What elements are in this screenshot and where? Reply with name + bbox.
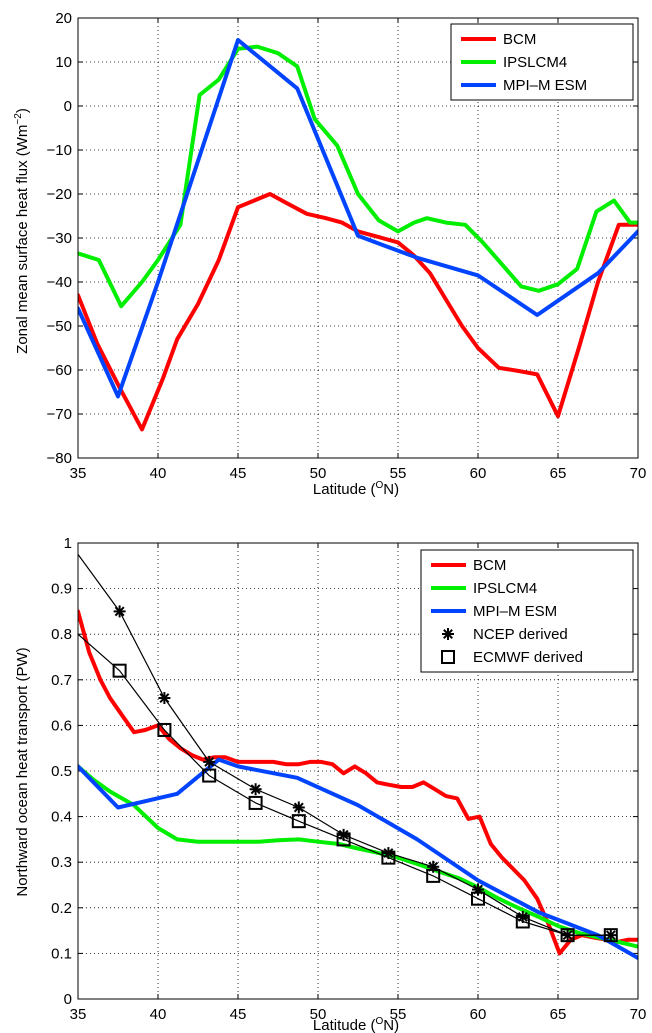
chart1-point-asterisk [158,692,171,705]
chart0-xtick-label: 60 [470,465,487,482]
chart0-ylabel-main: Zonal mean surface heat flux (Wm [14,125,31,354]
chart1-point-asterisk [113,605,126,618]
chart1-xtick-label: 55 [390,1006,407,1023]
chart1-legend-label-1: IPSLCM4 [473,580,537,597]
chart0-ytick-label: −70 [47,406,72,423]
chart0-xlabel-main: Latitude ( [313,481,376,498]
chart1-point-asterisk [337,828,350,841]
chart1-legend-label-0: BCM [473,557,506,574]
chart1-point-asterisk [203,755,216,768]
chart1-ytick-label: 0.2 [51,900,72,917]
chart1-ytick-label: 0 [64,991,72,1008]
chart0-series-group [78,38,638,432]
chart0-ylabel-end: ) [14,108,31,113]
chart1-xlabel: Latitude (ON) [313,1016,399,1033]
chart1-point-square [291,814,306,829]
chart1-point-asterisk [561,929,574,942]
chart1-point-square [112,663,127,678]
chart1-ytick-label: 0.6 [51,717,72,734]
chart1-ytick-label: 0.8 [51,626,72,643]
chart1-point-asterisk [604,929,617,942]
chart1-point-square [381,850,396,865]
chart0-ytick-label: 20 [55,10,72,27]
chart1-point-square [157,722,172,737]
chart0-ytick-label: 0 [64,98,72,115]
chart1-point-asterisk [292,801,305,814]
chart1-point-square [248,795,263,810]
chart1-point-asterisk [249,783,262,796]
chart0-axes-box [77,17,639,459]
chart0-xlabel: Latitude (ON) [313,480,399,498]
chart1-xlabel-sup: O [375,1016,383,1027]
chart1-series-line-2 [78,757,638,960]
chart1-point-asterisk [472,883,484,896]
chart0-xtick-label: 70 [630,465,647,482]
chart1-xtick-label: 45 [230,1006,247,1023]
chart1-point-square [560,928,575,943]
chart1-point-square [336,832,351,847]
chart1-legend-label-4: ECMWF derived [473,649,583,666]
chart0-legend-label-2: MPI–M ESM [503,77,587,94]
chart1-point-square [603,928,618,943]
chart0-legend-label-1: IPSLCM4 [503,54,567,71]
chart1-series-line-1 [78,764,638,949]
chart0-xtick-label: 65 [550,465,567,482]
bottom-chart-ocean-heat-transport: BCM IPSLCM4 MPI–M ESM NCEP derived ECMWF der… [14,535,646,1033]
chart1-xtick-label: 40 [150,1006,167,1023]
chart0-ytick-label: −50 [47,318,72,335]
chart0-ytick-label: −80 [47,450,72,467]
chart0-ytick-label: −60 [47,362,72,379]
chart0-xtick-label: 50 [310,465,327,482]
chart0-xtick-label: 45 [230,465,247,482]
chart0-xlabel-end: N) [383,481,399,498]
chart1-axes-box [77,542,639,1000]
chart0-ytick-label: −10 [47,142,72,159]
chart1-legend-square-mark [441,650,455,664]
chart1-legend-asterisk-mark [443,629,453,639]
chart1-point-square [471,891,485,906]
chart1-xlabel-end: N) [383,1017,399,1033]
chart1-xtick-label: 65 [550,1006,567,1023]
chart1-ytick-label: 0.7 [51,672,72,689]
chart0-xtick-label: 40 [150,465,167,482]
chart1-ytick-label: 0.3 [51,854,72,871]
chart1-point-asterisk [382,847,395,860]
chart1-ytick-label: 0.5 [51,763,72,780]
chart1-ytick-label: 0.1 [51,945,72,962]
chart1-xtick-label: 70 [630,1006,647,1023]
chart1-ytick-label: 1 [64,535,72,552]
chart1-xtick-label: 60 [470,1006,487,1023]
chart0-xtick-label: 55 [390,465,407,482]
chart1-point-square [202,768,217,783]
chart1-ytick-label: 0.4 [51,809,72,826]
chart0-series-line-2 [78,38,638,399]
chart1-point-square [426,868,441,883]
chart1-legend-label-3: NCEP derived [473,626,568,643]
chart0-ylabel-sup: −2 [13,113,24,125]
chart1-ylabel: Northward ocean heat transport (PW) [14,647,31,896]
chart0-xtick-label: 35 [70,465,87,482]
chart0-ytick-label: −40 [47,274,72,291]
chart1-point-asterisk [427,860,440,873]
chart1-legend-label-2: MPI–M ESM [473,603,557,620]
chart0-ytick-label: 10 [55,54,72,71]
chart1-xlabel-main: Latitude ( [313,1017,376,1033]
chart0-xlabel-sup: O [375,480,383,491]
chart0-series-line-1 [78,44,638,309]
chart1-point-asterisk [516,910,529,923]
chart0-ytick-label: −20 [47,186,72,203]
chart0-ytick-label: −30 [47,230,72,247]
top-chart-surface-heat-flux: BCM IPSLCM4 MPI–M ESM Zonal mean surface he… [13,10,646,498]
chart1-point-square [515,914,530,929]
chart1-ytick-label: 0.9 [51,581,72,598]
chart0-legend-label-0: BCM [503,31,536,48]
chart1-xtick-label: 35 [70,1006,87,1023]
chart1-xtick-label: 50 [310,1006,327,1023]
chart0-ylabel: Zonal mean surface heat flux (Wm−2) [13,108,31,354]
